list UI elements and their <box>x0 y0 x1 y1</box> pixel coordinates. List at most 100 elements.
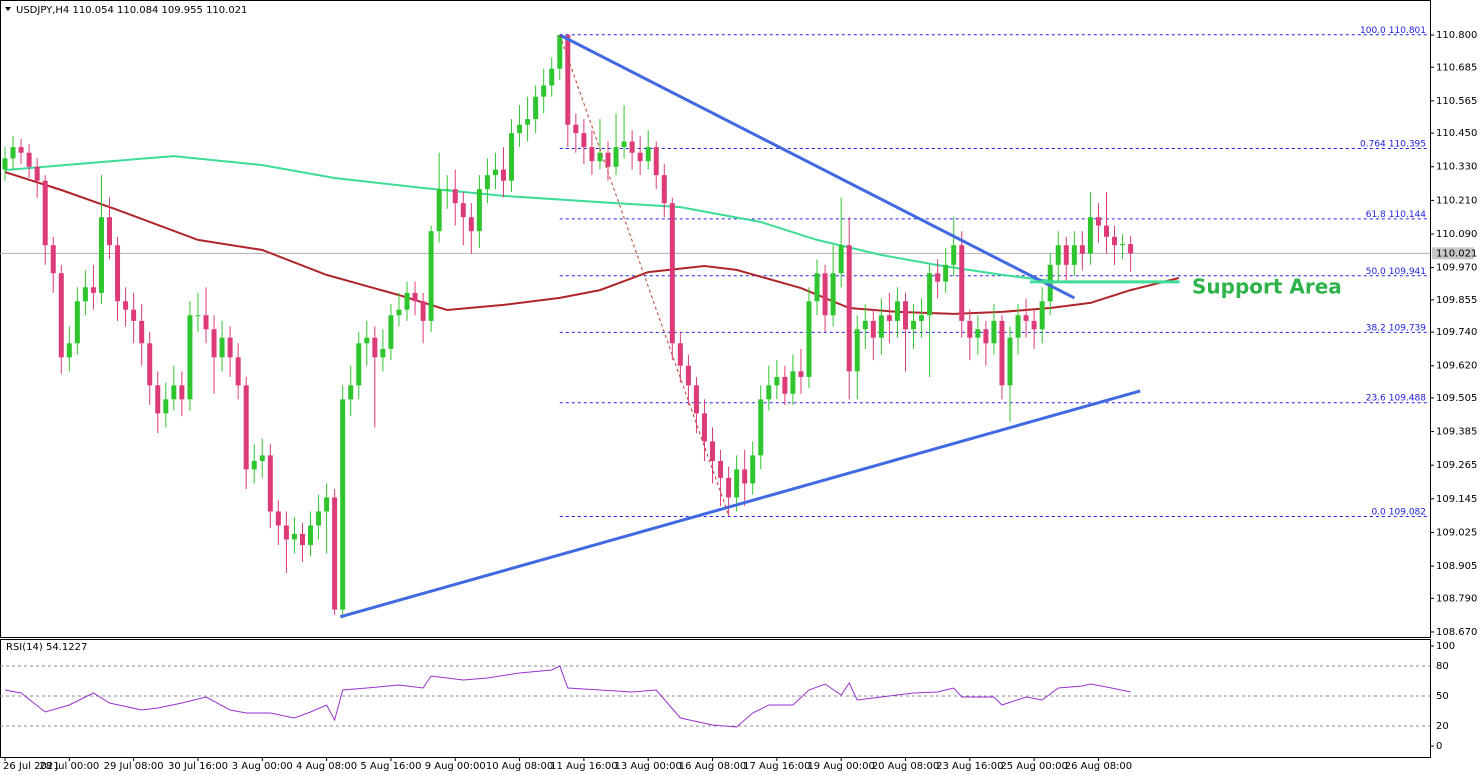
fib-label: 38.2 109.739 <box>1366 323 1427 333</box>
trendline <box>339 389 1141 619</box>
candle-body <box>565 35 571 125</box>
candle-body <box>927 273 933 316</box>
candle-body <box>750 455 756 484</box>
rsi-tick-label: 20 <box>1436 721 1449 732</box>
candle-body <box>74 301 80 344</box>
candle-body <box>774 376 780 386</box>
trendline <box>559 33 1075 300</box>
candle-body <box>1079 245 1085 254</box>
candle-body <box>420 301 426 321</box>
candle-body <box>525 119 531 125</box>
candle-body <box>396 309 402 316</box>
candle-body <box>123 301 129 310</box>
y-tick-label: 109.740 <box>1436 327 1477 338</box>
y-tick-label: 109.505 <box>1436 393 1477 404</box>
rsi-title: RSI(14) 54.1227 <box>6 642 87 653</box>
candle-body <box>822 273 828 316</box>
candle-body <box>951 245 957 265</box>
candle-body <box>766 385 772 400</box>
candle-body <box>179 385 185 400</box>
candle-body <box>404 292 410 310</box>
x-tick-label: 26 Jul 2021 <box>3 761 60 772</box>
candle-body <box>685 365 691 386</box>
x-tick-label: 10 Aug 08:00 <box>486 761 553 772</box>
last-price-label: 110.021 <box>1436 248 1477 259</box>
fib-level-value: 109.488 <box>1389 393 1426 403</box>
x-tick-label: 26 Aug 08:00 <box>1065 761 1132 772</box>
candle-body <box>846 245 852 372</box>
candle-body <box>90 287 96 293</box>
trendline <box>559 34 730 516</box>
candle-body <box>782 376 788 394</box>
candle-body <box>1063 245 1069 265</box>
x-tick-label: 5 Aug 16:00 <box>360 761 421 772</box>
candle-body <box>195 315 201 317</box>
fib-label: 0.0 109.082 <box>1371 507 1426 517</box>
x-tick-label: 9 Aug 00:00 <box>425 761 486 772</box>
candle-body <box>549 68 555 86</box>
y-tick-label: 110.565 <box>1436 96 1477 107</box>
candle-body <box>605 152 611 167</box>
candle-body <box>798 371 804 377</box>
fib-level-value: 110.801 <box>1389 25 1426 35</box>
fib-label: 23.6 109.488 <box>1366 393 1427 403</box>
candle-body <box>1039 301 1045 330</box>
candle-body <box>669 203 675 344</box>
candle-body <box>806 301 812 377</box>
candle-body <box>1087 217 1093 254</box>
x-tick-label: 23 Aug 16:00 <box>936 761 1003 772</box>
candle-body <box>468 217 474 232</box>
annotation: Support Area <box>1192 275 1342 299</box>
candle-body <box>50 245 56 274</box>
candle-body <box>693 385 699 414</box>
chart-title: USDJPY,H4 110.054 110.084 109.955 110.02… <box>16 5 247 16</box>
y-tick-label: 109.265 <box>1436 460 1477 471</box>
candle-body <box>854 329 860 372</box>
candle-body <box>380 348 386 358</box>
candle-body <box>637 152 643 162</box>
candle-body <box>758 399 764 456</box>
x-tick-label: 20 Aug 08:00 <box>872 761 939 772</box>
main-pane <box>0 0 1431 638</box>
candle-body <box>58 273 64 358</box>
x-tick-label: 11 Aug 16:00 <box>550 761 617 772</box>
x-tick-label: 3 Aug 00:00 <box>232 761 293 772</box>
rsi-tick-label: 0 <box>1436 741 1442 752</box>
candle-body <box>1071 245 1077 265</box>
candle-body <box>18 147 24 153</box>
candle-body <box>1095 217 1101 226</box>
candle-body <box>991 320 997 344</box>
candle-body <box>1007 337 1013 386</box>
candle-body <box>219 337 225 358</box>
candle-body <box>452 189 458 204</box>
candle-body <box>34 166 40 181</box>
candle-body <box>267 455 273 512</box>
rsi-tick-label: 50 <box>1436 691 1449 702</box>
candle-body <box>107 217 113 246</box>
candle-body <box>597 152 603 162</box>
candle-body <box>533 96 539 120</box>
fib-level-name: 61.8 <box>1366 209 1386 219</box>
candle-body <box>171 385 177 400</box>
y-tick-label: 108.905 <box>1436 561 1477 572</box>
candle-body <box>975 329 981 338</box>
candle-body <box>291 533 297 540</box>
y-tick-label: 110.685 <box>1436 62 1477 73</box>
candle-body <box>645 147 651 162</box>
candle-body <box>943 264 949 282</box>
fib-level-name: 0.0 <box>1371 507 1386 517</box>
candle-body <box>983 329 989 344</box>
y-tick-label: 110.450 <box>1436 128 1477 139</box>
candle-body <box>967 320 973 338</box>
y-tick-label: 109.145 <box>1436 494 1477 505</box>
y-tick-label: 109.970 <box>1436 263 1477 274</box>
candle-body <box>862 320 868 330</box>
y-tick-label: 109.025 <box>1436 527 1477 538</box>
candle-body <box>187 315 193 400</box>
x-tick-label: 29 Jul 08:00 <box>104 761 164 772</box>
candle-body <box>372 337 378 358</box>
candle-body <box>581 133 587 148</box>
candle-body <box>484 175 490 190</box>
candle-body <box>332 497 338 610</box>
candle-body <box>324 497 330 512</box>
